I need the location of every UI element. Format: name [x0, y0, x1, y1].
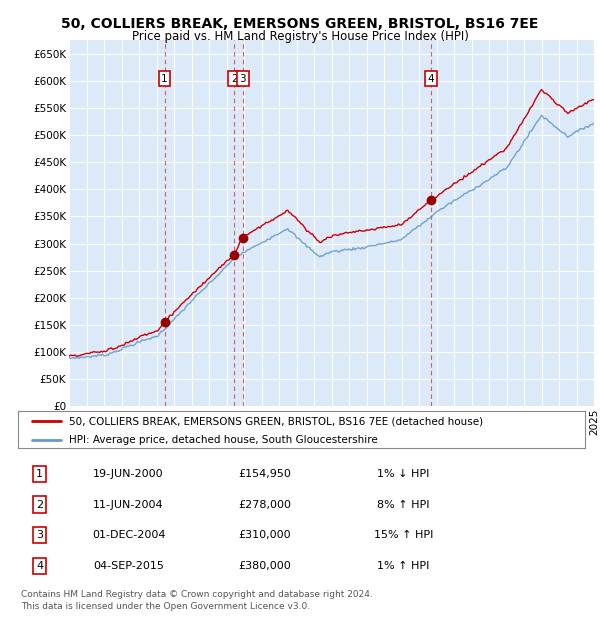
Text: 3: 3 — [239, 74, 246, 84]
Text: 15% ↑ HPI: 15% ↑ HPI — [374, 530, 433, 540]
Text: Price paid vs. HM Land Registry's House Price Index (HPI): Price paid vs. HM Land Registry's House … — [131, 30, 469, 43]
Text: 8% ↑ HPI: 8% ↑ HPI — [377, 500, 430, 510]
Text: 01-DEC-2004: 01-DEC-2004 — [92, 530, 166, 540]
Text: 11-JUN-2004: 11-JUN-2004 — [93, 500, 164, 510]
Text: 19-JUN-2000: 19-JUN-2000 — [93, 469, 164, 479]
Text: 2: 2 — [36, 500, 43, 510]
Text: £380,000: £380,000 — [238, 561, 291, 571]
Text: Contains HM Land Registry data © Crown copyright and database right 2024.
This d: Contains HM Land Registry data © Crown c… — [21, 590, 373, 611]
Text: 4: 4 — [36, 561, 43, 571]
Text: £278,000: £278,000 — [238, 500, 291, 510]
Text: 04-SEP-2015: 04-SEP-2015 — [93, 561, 164, 571]
Text: 3: 3 — [36, 530, 43, 540]
Text: 1% ↓ HPI: 1% ↓ HPI — [377, 469, 430, 479]
Text: 50, COLLIERS BREAK, EMERSONS GREEN, BRISTOL, BS16 7EE (detached house): 50, COLLIERS BREAK, EMERSONS GREEN, BRIS… — [69, 416, 483, 426]
Text: 2: 2 — [231, 74, 238, 84]
Text: £310,000: £310,000 — [238, 530, 291, 540]
Text: 1: 1 — [36, 469, 43, 479]
Text: 4: 4 — [427, 74, 434, 84]
Text: HPI: Average price, detached house, South Gloucestershire: HPI: Average price, detached house, Sout… — [69, 435, 378, 445]
Text: 1: 1 — [161, 74, 168, 84]
Text: 1% ↑ HPI: 1% ↑ HPI — [377, 561, 430, 571]
Text: £154,950: £154,950 — [238, 469, 291, 479]
Text: 50, COLLIERS BREAK, EMERSONS GREEN, BRISTOL, BS16 7EE: 50, COLLIERS BREAK, EMERSONS GREEN, BRIS… — [61, 17, 539, 32]
